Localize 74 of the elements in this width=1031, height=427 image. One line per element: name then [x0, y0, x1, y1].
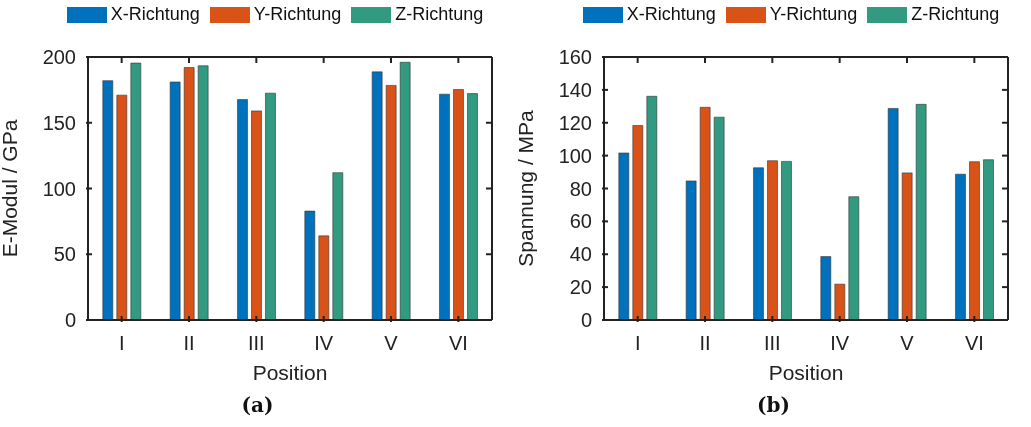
bar [901, 172, 913, 320]
bar [183, 67, 195, 320]
bar [130, 62, 142, 320]
bar [767, 160, 778, 320]
legend-label: X-Richtung [626, 4, 716, 25]
x-tick-label: IV [830, 332, 850, 355]
x-tick-label: V [384, 332, 399, 355]
bar [646, 95, 658, 320]
bar [102, 80, 114, 320]
text: (a) [240, 393, 275, 417]
y-tick-label: 100 [558, 144, 592, 167]
y-tick-label: 40 [569, 243, 592, 266]
y-tick-label: 140 [558, 78, 592, 101]
y-tick-label: 0 [580, 309, 592, 331]
bar [632, 125, 644, 320]
y-axis-title: Spannung / MPa [514, 109, 538, 267]
y-tick-label: 0 [64, 309, 76, 331]
bar [820, 256, 832, 320]
y-tick-label: 160 [558, 46, 592, 68]
bar [197, 65, 209, 320]
y-tick-label: 120 [558, 111, 592, 134]
y-tick-label: 50 [53, 243, 76, 266]
bar [237, 99, 248, 320]
x-axis-title: Position [768, 361, 844, 384]
legend-label: Z-Richtung [395, 4, 484, 25]
bar [304, 210, 316, 320]
bar [753, 167, 764, 320]
x-tick-label: II [699, 332, 711, 355]
bar [955, 173, 966, 320]
x-axis-title: Position [252, 361, 328, 384]
x-tick-label: III [764, 332, 781, 355]
y-tick-label: 20 [569, 276, 592, 299]
bar [781, 161, 792, 320]
bar [399, 61, 411, 320]
x-tick-label: VI [448, 332, 468, 355]
text: (b) [756, 393, 791, 417]
bar [685, 180, 697, 320]
y-tick-label: 80 [569, 177, 592, 200]
bar [983, 159, 994, 320]
x-tick-label: II [183, 332, 195, 355]
bar [915, 104, 927, 320]
y-tick-label: 60 [569, 210, 592, 233]
bar [713, 116, 725, 320]
bar [699, 107, 711, 320]
y-tick-label: 150 [42, 111, 76, 134]
bar [116, 94, 128, 320]
bar [969, 161, 980, 320]
bar [265, 92, 276, 320]
y-tick-label: 200 [42, 46, 76, 68]
x-tick-label: V [900, 332, 915, 355]
y-axis-title: E-Modul / GPa [0, 119, 22, 258]
y-tick-label: 100 [42, 177, 76, 200]
legend-label: Y-Richtung [769, 4, 858, 25]
x-tick-label: III [248, 332, 265, 355]
x-tick-label: I [118, 332, 125, 355]
x-tick-label: VI [964, 332, 984, 355]
bar [887, 108, 899, 320]
bar [439, 93, 450, 320]
bar [169, 81, 181, 320]
bar [618, 152, 630, 320]
bar [467, 93, 478, 320]
x-tick-label: IV [314, 332, 334, 355]
bar [318, 235, 330, 320]
legend-label: Z-Richtung [911, 4, 1000, 25]
bar [848, 196, 860, 320]
bar [385, 85, 397, 320]
bar [453, 89, 464, 320]
x-tick-label: I [634, 332, 641, 355]
bar [332, 172, 344, 320]
legend-label: Y-Richtung [253, 4, 342, 25]
bar [251, 110, 262, 320]
bar [371, 71, 383, 320]
legend-label: X-Richtung [110, 4, 200, 25]
bar [834, 283, 846, 320]
